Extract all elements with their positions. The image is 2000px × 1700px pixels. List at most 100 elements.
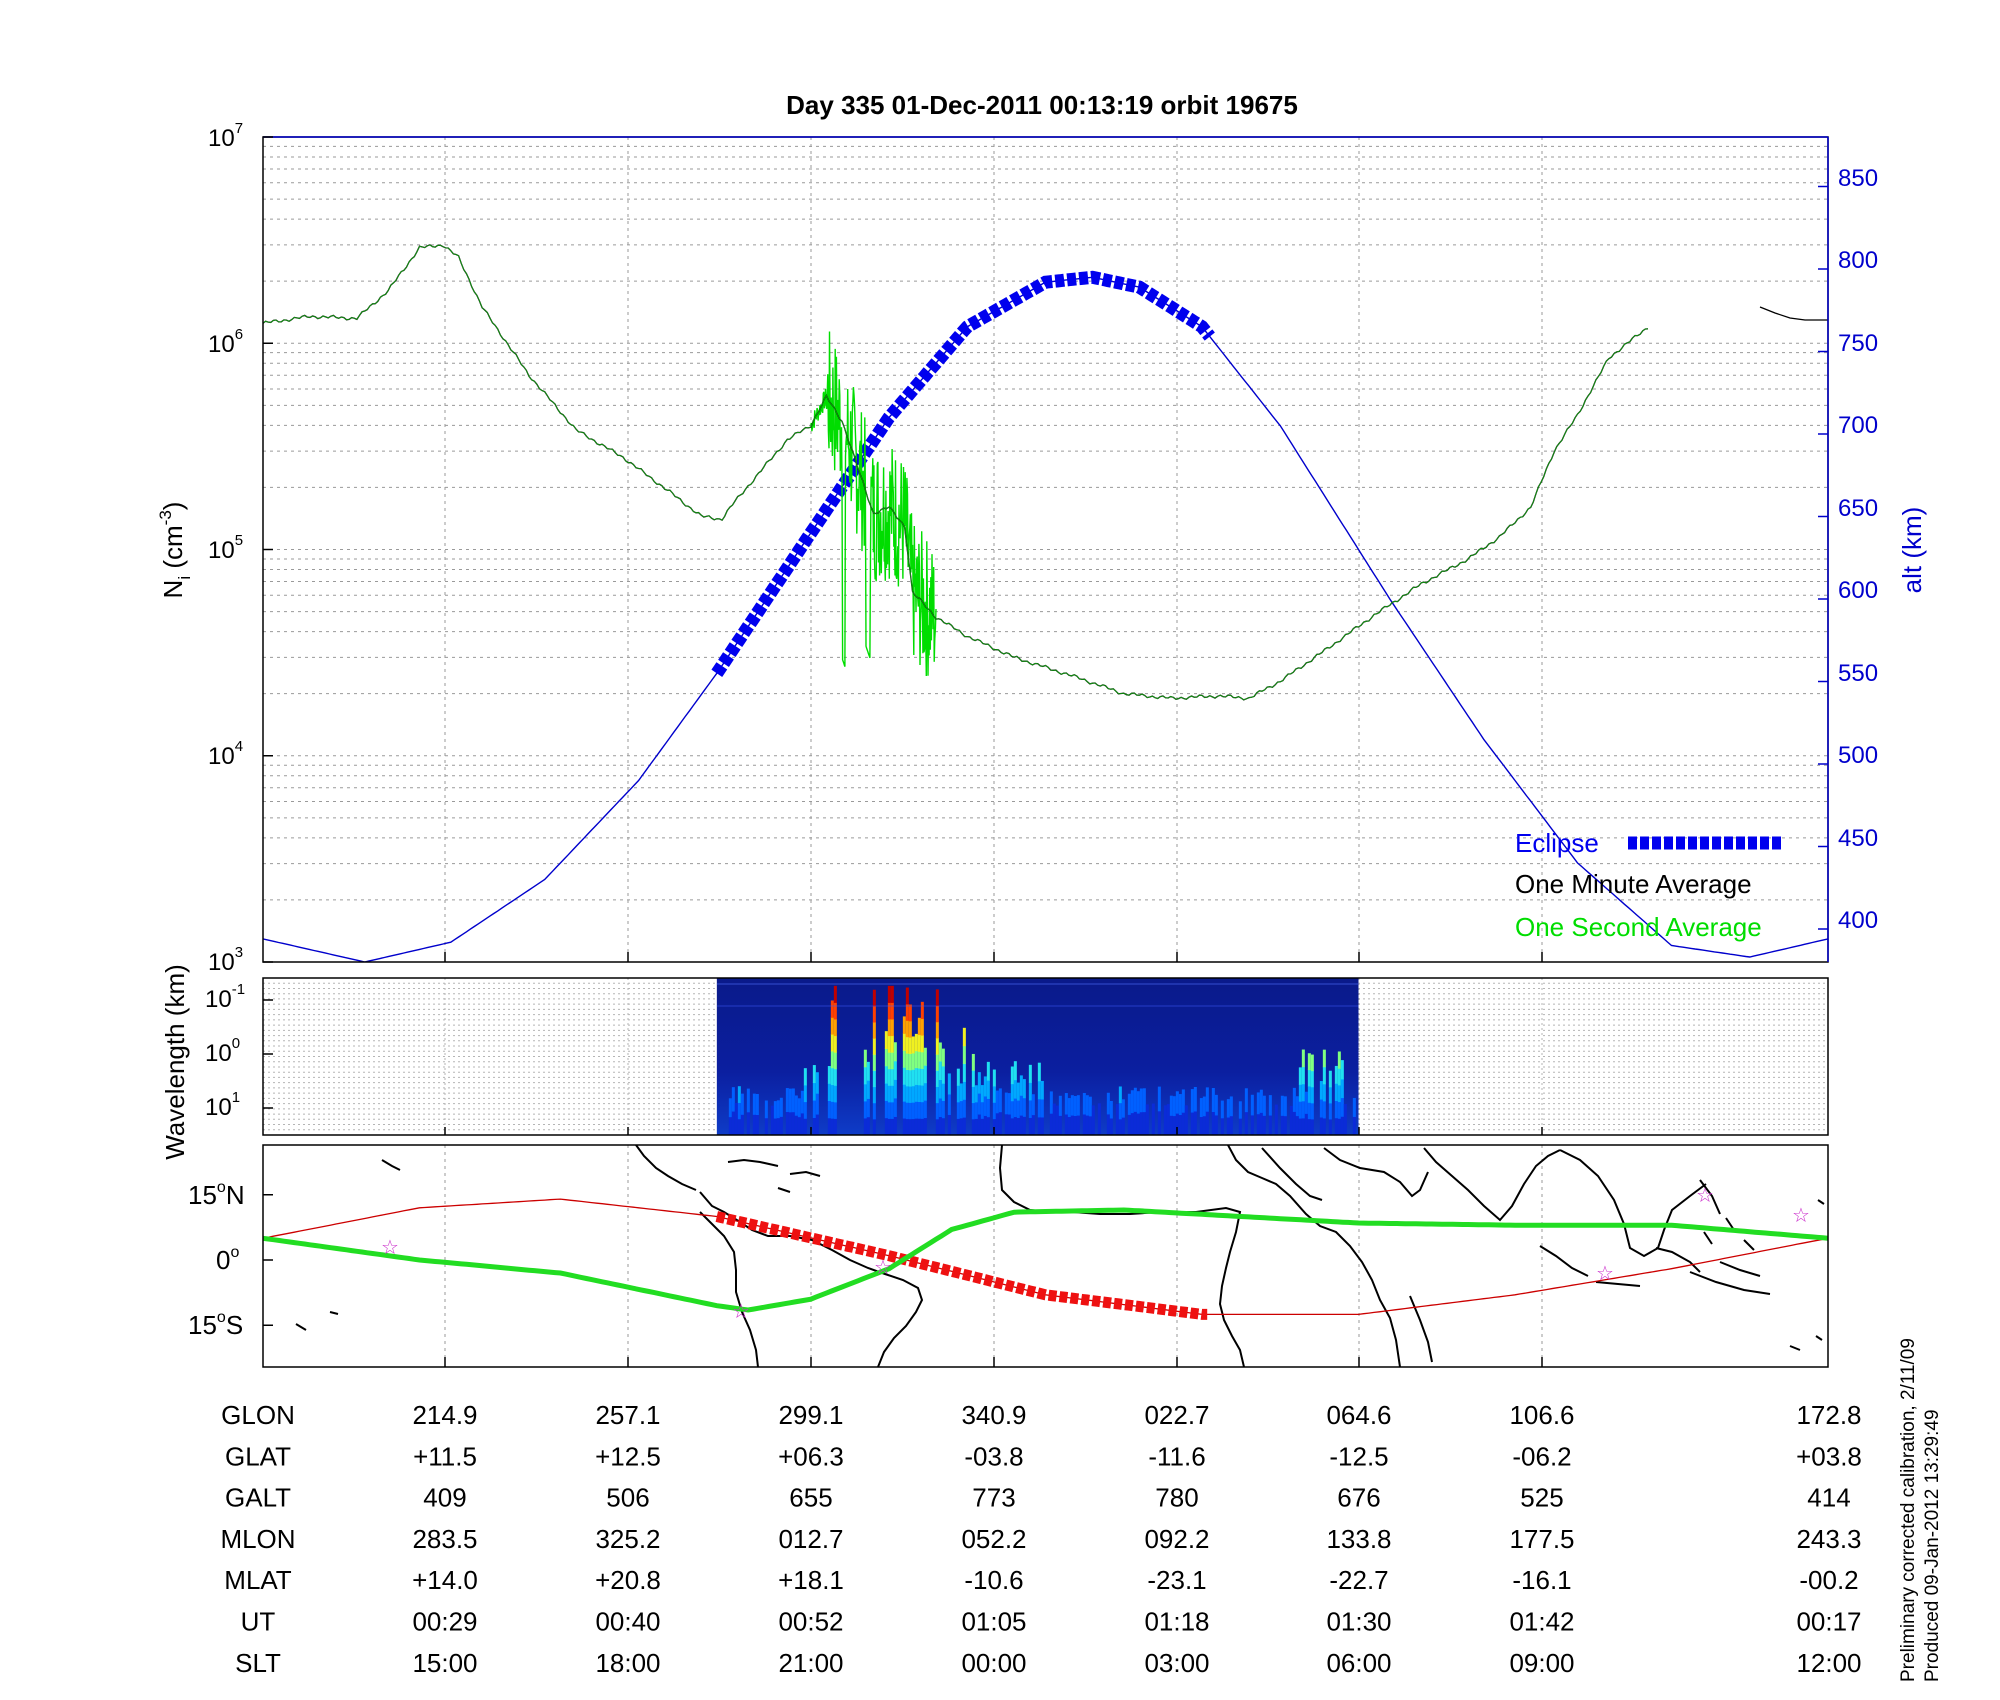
table-cell: 01:30 xyxy=(1326,1607,1391,1637)
one-minute-average-tail xyxy=(1759,306,1828,321)
ni-y-tick-labels: 107 106 105 104 103 xyxy=(208,120,243,976)
wavelength-panel-ticks xyxy=(263,999,1543,1135)
wavelength-y-axis-label: Wavelength (km) xyxy=(160,964,190,1160)
coastline-arabia xyxy=(1323,1147,1429,1198)
table-cell: -10.6 xyxy=(964,1565,1023,1595)
calibration-note: Preliminary corrected calibration, 2/11/… xyxy=(1898,1338,1943,1682)
table-cell: 00:52 xyxy=(778,1607,843,1637)
map-panel-grid xyxy=(444,1145,1543,1367)
altitude-line xyxy=(263,276,1828,962)
table-cell: 773 xyxy=(972,1483,1015,1513)
table-cell: -22.7 xyxy=(1329,1565,1388,1595)
coastline-new-guinea xyxy=(1689,1271,1771,1295)
alt-y-tick-label: 700 xyxy=(1838,412,1878,439)
table-row-label: GLON xyxy=(221,1400,295,1430)
alt-y-tick-label: 800 xyxy=(1838,247,1878,274)
table-cell: -11.6 xyxy=(1148,1441,1205,1471)
star-marker: ☆ xyxy=(874,1255,892,1279)
table-cell: 409 xyxy=(423,1483,466,1513)
coastline-red-sea xyxy=(1261,1147,1323,1201)
coastline-south-america-west xyxy=(699,1211,759,1367)
table-cell: 257.1 xyxy=(595,1400,660,1430)
coastline-pacific-islands xyxy=(295,1159,1825,1351)
table-cell: 12:00 xyxy=(1796,1648,1861,1678)
map-y-tick-label: 15oN xyxy=(188,1179,245,1210)
alt-y-tick-label: 550 xyxy=(1838,660,1878,687)
table-row-label: UT xyxy=(241,1607,276,1637)
alt-y-tick-label: 450 xyxy=(1838,825,1878,852)
ni-y-axis-label: Ni (cm-3) xyxy=(156,502,194,599)
legend-one-minute-label: One Minute Average xyxy=(1515,869,1752,899)
table-cell: 780 xyxy=(1155,1483,1198,1513)
coastline-southeast-asia xyxy=(1559,1149,1707,1258)
chart-title: Day 335 01-Dec-2011 00:13:19 orbit 19675 xyxy=(786,90,1298,120)
table-cell: 414 xyxy=(1807,1483,1850,1513)
table-cell: 00:17 xyxy=(1796,1607,1861,1637)
table-cell: 340.9 xyxy=(961,1400,1026,1430)
ni-y-tick-label: 107 xyxy=(208,120,243,152)
table-cell: 022.7 xyxy=(1144,1400,1209,1430)
table-cell: +06.3 xyxy=(778,1441,844,1471)
table-cell: 06:00 xyxy=(1326,1648,1391,1678)
table-row-label: SLT xyxy=(235,1648,281,1678)
eclipse-ground-track xyxy=(715,1211,1208,1320)
table-cell: +18.1 xyxy=(778,1565,844,1595)
coastline-caribbean xyxy=(727,1158,821,1193)
table-cell: -03.8 xyxy=(964,1441,1023,1471)
map-y-tick-label: 15oS xyxy=(188,1309,243,1340)
alt-y-tick-label: 500 xyxy=(1838,742,1878,769)
table-cell: -16.1 xyxy=(1512,1565,1571,1595)
wavelength-panel-grid xyxy=(263,978,1828,1135)
table-cell: 09:00 xyxy=(1509,1648,1574,1678)
table-cell: 064.6 xyxy=(1326,1400,1391,1430)
coastline-india xyxy=(1423,1147,1561,1222)
legend-eclipse-label: Eclipse xyxy=(1515,828,1599,858)
ni-y-tick-label: 104 xyxy=(208,738,243,770)
table-row-label: MLAT xyxy=(224,1565,292,1595)
table-row-label: MLON xyxy=(220,1524,295,1554)
table-cell: 133.8 xyxy=(1326,1524,1391,1554)
ni-panel-grid xyxy=(263,137,1828,962)
ni-y-tick-label: 106 xyxy=(208,326,243,358)
alt-y-axis-label: alt (km) xyxy=(1897,507,1927,594)
ni-y-tick-label: 105 xyxy=(208,532,243,564)
star-marker: ☆ xyxy=(732,1299,750,1323)
star-marker: ☆ xyxy=(1792,1203,1810,1227)
table-cell: 15:00 xyxy=(412,1648,477,1678)
alt-y-tick-label: 650 xyxy=(1838,495,1878,522)
table-cell: 214.9 xyxy=(412,1400,477,1430)
star-marker: ☆ xyxy=(1696,1183,1714,1207)
map-markers: ☆ ☆ ☆ ☆ ☆ ☆ xyxy=(381,1183,1810,1323)
table-cell: 052.2 xyxy=(961,1524,1026,1554)
alt-y-tick-labels: 850 800 750 700 650 600 550 500 450 400 xyxy=(1838,165,1878,934)
table-cell: 325.2 xyxy=(595,1524,660,1554)
orbit-parameter-table: GLON 214.9 257.1 299.1 340.9 022.7 064.6 106.6 1… xyxy=(220,1400,1861,1678)
table-cell: +14.0 xyxy=(412,1565,478,1595)
coastline-gulf xyxy=(635,1145,697,1191)
table-cell: 18:00 xyxy=(595,1648,660,1678)
table-cell: 01:18 xyxy=(1144,1607,1209,1637)
legend: Eclipse One Minute Average One Second Av… xyxy=(1515,828,1782,942)
table-cell: 012.7 xyxy=(778,1524,843,1554)
table-row-label: GALT xyxy=(225,1483,291,1513)
wavelength-spectrogram xyxy=(716,978,1359,1136)
map-y-tick-label: 0o xyxy=(216,1244,239,1275)
table-cell: 01:05 xyxy=(961,1607,1026,1637)
alt-y-tick-label: 600 xyxy=(1838,577,1878,604)
table-cell: 01:42 xyxy=(1509,1607,1574,1637)
table-cell: 243.3 xyxy=(1796,1524,1861,1554)
table-cell: 283.5 xyxy=(412,1524,477,1554)
table-cell: 00:00 xyxy=(961,1648,1026,1678)
table-cell: 172.8 xyxy=(1796,1400,1861,1430)
table-cell: 03:00 xyxy=(1144,1648,1209,1678)
wavelength-y-tick-label: 100 xyxy=(205,1035,240,1067)
coastline-africa xyxy=(998,1145,1245,1367)
alt-y-tick-label: 750 xyxy=(1838,330,1878,357)
table-cell: 177.5 xyxy=(1509,1524,1574,1554)
table-cell: +20.8 xyxy=(595,1565,661,1595)
table-cell: 21:00 xyxy=(778,1648,843,1678)
star-marker: ☆ xyxy=(1596,1261,1614,1285)
table-cell: +03.8 xyxy=(1796,1441,1862,1471)
map-panel-frame xyxy=(262,1144,1829,1368)
